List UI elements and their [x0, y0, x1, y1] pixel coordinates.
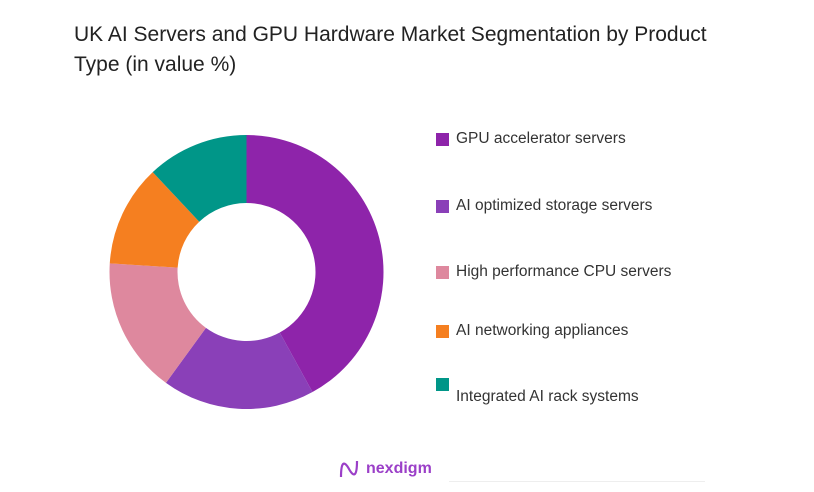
legend-swatch — [436, 324, 449, 338]
donut-slice-gpu-accelerator-servers — [246, 135, 384, 393]
legend-label: Integrated AI rack systems — [456, 388, 639, 405]
donut-slice-ai-optimized-storage-servers — [165, 327, 313, 409]
legend-swatch — [436, 199, 449, 213]
legend-label: High performance CPU servers — [456, 263, 672, 280]
legend-swatch — [436, 265, 449, 279]
divider — [449, 481, 705, 482]
legend-label: AI networking appliances — [456, 322, 629, 339]
donut-slice-high-performance-cpu-servers — [109, 263, 206, 383]
legend-item: Integrated AI rack systems — [436, 378, 639, 406]
donut-slice-ai-networking-appliances — [109, 172, 200, 268]
legend-item: GPU accelerator servers — [436, 130, 626, 148]
legend-item: High performance CPU servers — [436, 263, 671, 281]
legend-item: AI networking appliances — [436, 322, 628, 340]
legend-label: AI optimized storage servers — [456, 197, 653, 214]
nexdigm-logo-icon — [339, 460, 359, 478]
legend-item: AI optimized storage servers — [436, 197, 652, 215]
legend-swatch — [436, 378, 449, 391]
logo-text: nexdigm — [366, 460, 432, 477]
legend-swatch — [436, 132, 449, 146]
nexdigm-logo: nexdigm — [338, 458, 432, 480]
donut-slice-integrated-ai-rack-systems — [152, 135, 247, 222]
legend-label: GPU accelerator servers — [456, 130, 626, 147]
chart-title: UK AI Servers and GPU Hardware Market Se… — [74, 23, 707, 76]
